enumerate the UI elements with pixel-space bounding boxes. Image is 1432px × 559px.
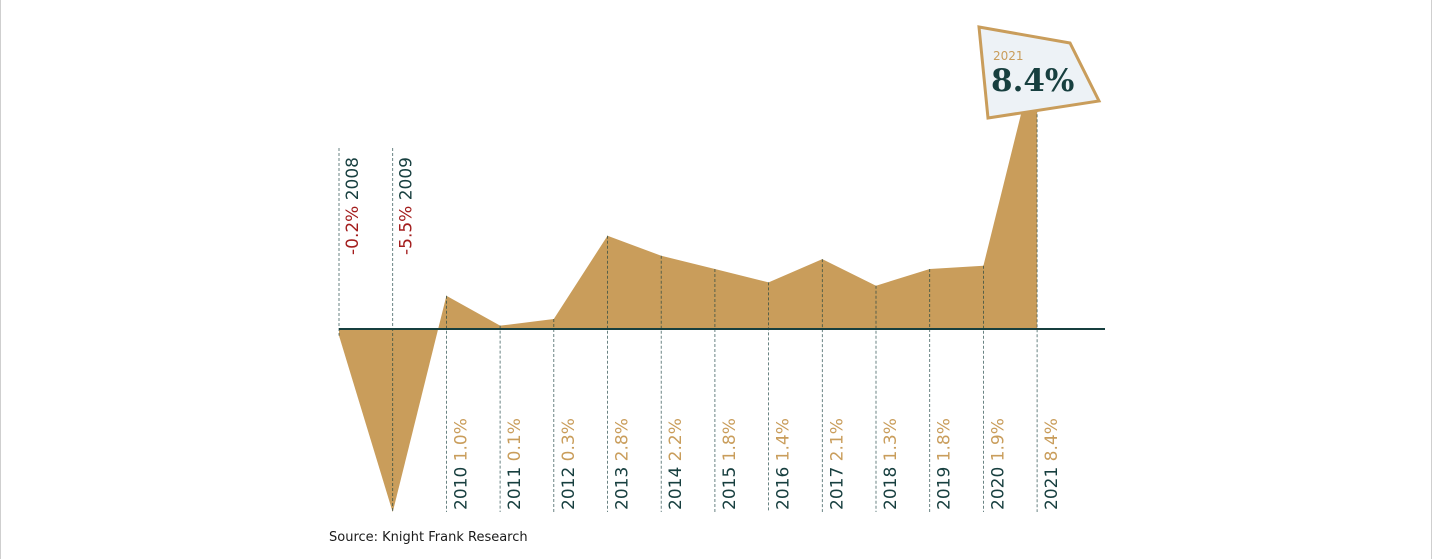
data-label-2010: 2010 1.0% [451, 418, 471, 510]
data-label-2021: 2021 8.4% [1042, 418, 1062, 510]
page-border-left [0, 0, 1, 559]
data-label-2016: 2016 1.4% [774, 418, 794, 510]
data-label-2018: 2018 1.3% [881, 418, 901, 510]
data-label-2013: 2013 2.8% [613, 418, 633, 510]
data-label-2017: 2017 2.1% [827, 418, 847, 510]
callout-year: 2021 [993, 49, 1024, 63]
callout-value: 8.4% [991, 63, 1074, 99]
data-label-2019: 2019 1.8% [935, 418, 955, 510]
callout-box [977, 25, 1102, 120]
data-label-2009: -5.5% 2009 [397, 157, 417, 255]
area-negative [339, 329, 439, 513]
data-label-2008: -0.2% 2008 [343, 157, 363, 255]
area-positive [438, 49, 1038, 329]
growth-area-chart: -0.2% 2008 -5.5% 2009 2010 1.0% 2011 0.1% 20… [338, 25, 1105, 513]
data-label-2011: 2011 0.1% [505, 418, 525, 510]
data-label-2012: 2012 0.3% [559, 418, 579, 510]
data-label-2015: 2015 1.8% [720, 418, 740, 510]
data-label-2014: 2014 2.2% [666, 418, 686, 510]
source-note: Source: Knight Frank Research [329, 530, 528, 545]
data-label-2020: 2020 1.9% [988, 418, 1008, 510]
